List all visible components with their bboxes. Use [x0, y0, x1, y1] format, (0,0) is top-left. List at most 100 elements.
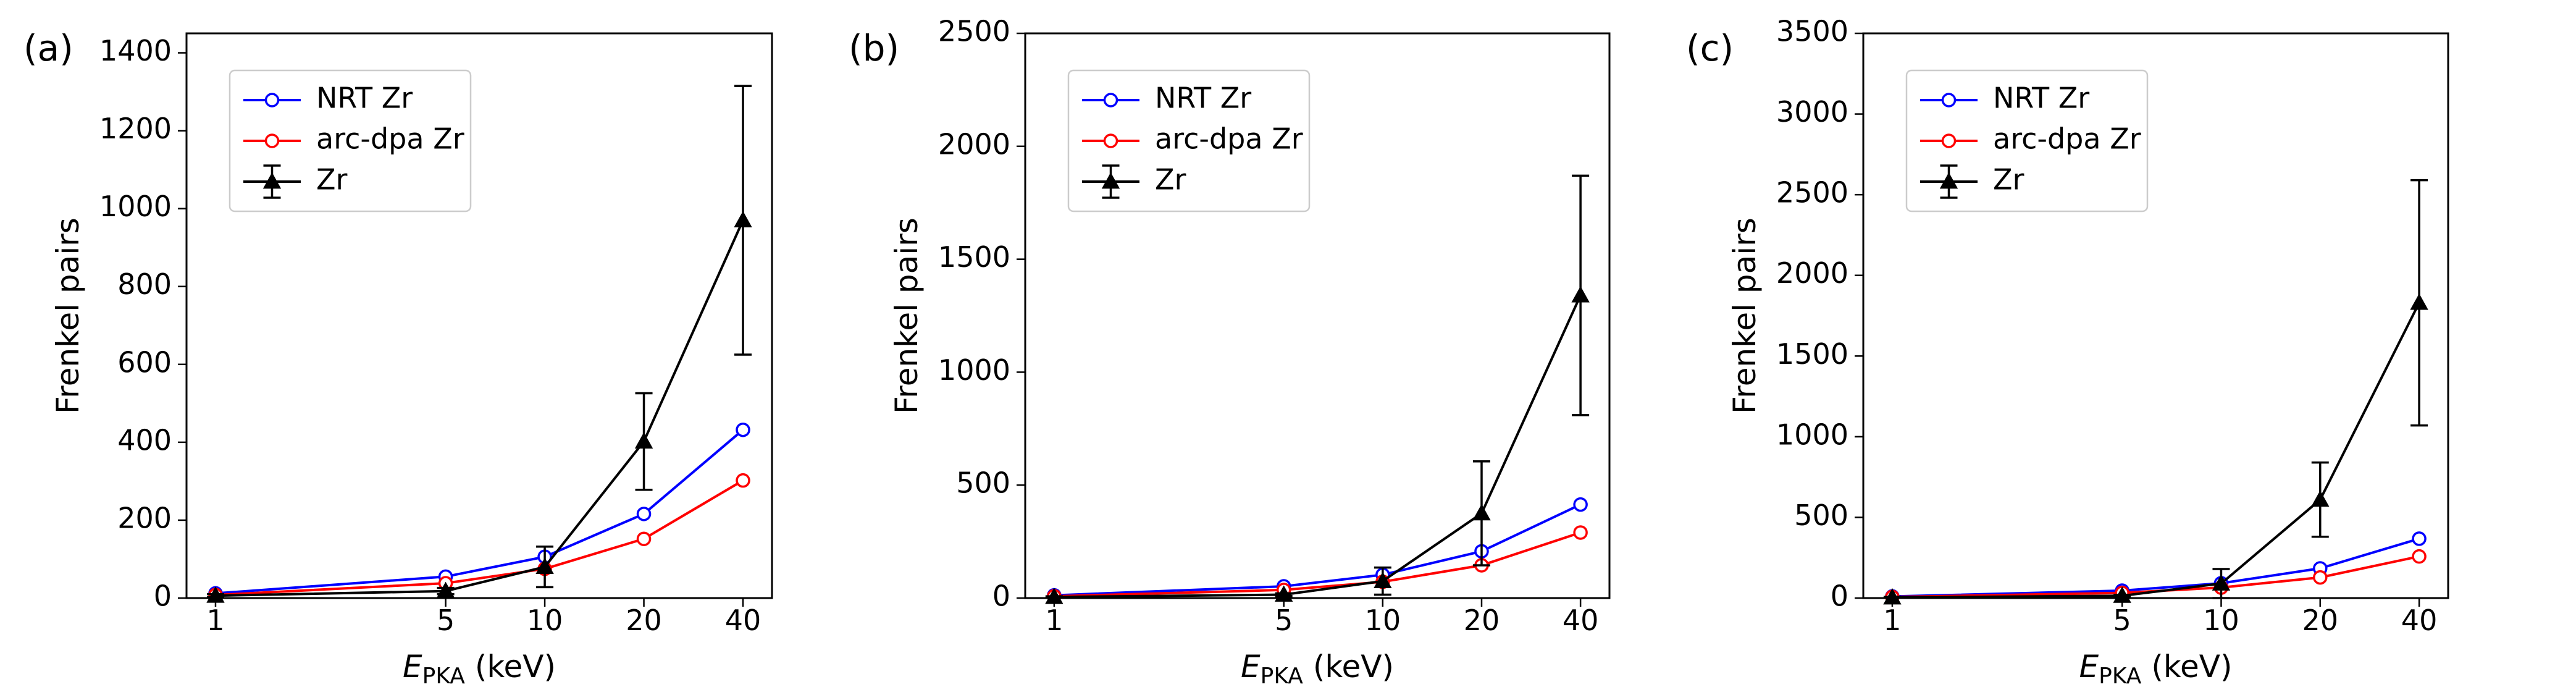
panel-label: (b) [849, 27, 899, 69]
legend-box [1905, 69, 2149, 213]
legend-box [1067, 69, 1311, 213]
data-point [1045, 588, 1064, 604]
data-point [2212, 574, 2231, 591]
data-point [736, 422, 750, 437]
legend-label: arc-dpa Zr [1155, 122, 1303, 156]
x-tick-label: 1 [1045, 604, 1063, 637]
series-arc-dpa-zr [1885, 549, 2427, 604]
panel-label: (c) [1686, 27, 1734, 69]
legend-label: NRT Zr [316, 82, 413, 115]
legend-marker [1939, 172, 1958, 189]
y-tick-label: 1000 [1776, 418, 1848, 451]
y-tick-label: 0 [154, 580, 172, 613]
x-tick-label: 5 [437, 604, 455, 637]
series-zr [1883, 179, 2428, 605]
y-axis-label: Frenkel pairs [889, 217, 925, 414]
y-axis-label: Frenkel pairs [50, 217, 86, 414]
legend-marker [1103, 93, 1118, 108]
panel-label: (a) [23, 27, 73, 69]
y-tick-label: 2000 [1776, 256, 1848, 290]
y-tick-label: 500 [1794, 499, 1848, 532]
legend: NRT Zr arc-dpa Zr Zr [1067, 69, 1311, 213]
x-axis-label: EPKA (keV) [1241, 649, 1394, 689]
series-zr [206, 85, 752, 603]
y-tick-label: 0 [992, 580, 1010, 613]
chart-panel-2: (b) 0 500 1000 1500 2000 2500 1 5 10 20 40 EPKA (keV… [849, 15, 1611, 689]
y-tick-label: 1500 [938, 240, 1010, 274]
legend: NRT Zr arc-dpa Zr Zr [1905, 69, 2149, 213]
y-tick-label: 2500 [1776, 176, 1848, 209]
series-line [1054, 503, 1581, 597]
x-tick-label: 5 [1275, 604, 1293, 637]
x-tick-label: 20 [2302, 604, 2338, 637]
legend-label: arc-dpa Zr [316, 122, 464, 156]
y-tick-label: 1400 [99, 34, 172, 67]
data-point [2412, 531, 2427, 546]
data-point [1374, 571, 1392, 588]
data-point [636, 531, 652, 546]
x-tick-label: 1 [1883, 604, 1901, 637]
x-tick-label: 40 [1563, 604, 1599, 637]
legend-label: Zr [316, 163, 348, 196]
legend-marker [1101, 172, 1120, 189]
data-point [636, 507, 652, 521]
legend-marker [264, 133, 280, 148]
data-point [2311, 490, 2330, 507]
x-axis-label: EPKA (keV) [2079, 649, 2233, 689]
legend-entry: Zr [1920, 163, 2024, 199]
legend-entry: Zr [1082, 163, 1186, 199]
chart-panel-1: (a) 0 200 400 600 800 1000 1200 1400 1 5 10 20 40 EPKA… [23, 27, 773, 689]
y-tick-label: 1000 [938, 353, 1010, 387]
data-point [634, 432, 653, 449]
legend-entry: NRT Zr [1082, 82, 1251, 115]
x-tick-label: 20 [626, 604, 662, 637]
series-zr [1045, 174, 1590, 604]
x-tick-label: 20 [1464, 604, 1500, 637]
data-point [736, 473, 750, 488]
x-tick-label: 40 [725, 604, 761, 637]
data-point [2410, 293, 2428, 310]
x-tick-label: 1 [206, 604, 224, 637]
legend-entry: NRT Zr [1920, 82, 2089, 115]
x-tick-label: 10 [1365, 604, 1401, 637]
plot-frame [185, 32, 773, 599]
data-point [1883, 588, 1902, 605]
legend-marker [1941, 93, 1957, 108]
data-point [2313, 570, 2328, 585]
legend-entry: Zr [243, 163, 348, 199]
data-point [1573, 497, 1588, 512]
series-line [215, 429, 744, 595]
chart-panel-3: (c) 0 500 1000 1500 2000 2500 3000 3500 1 5 10 20 40 E… [1686, 15, 2449, 689]
y-tick-label: 2500 [938, 15, 1010, 48]
x-tick-label: 10 [2203, 604, 2239, 637]
legend-label: Zr [1155, 163, 1186, 196]
y-tick-label: 2000 [938, 127, 1010, 161]
legend-label: arc-dpa Zr [1993, 122, 2141, 156]
data-point [1571, 286, 1590, 303]
y-tick-label: 1500 [1776, 337, 1848, 371]
series-line [1054, 295, 1582, 599]
legend-entry: NRT Zr [243, 82, 413, 115]
y-tick-label: 0 [1831, 580, 1848, 613]
data-point [2412, 549, 2427, 564]
legend-marker [1103, 133, 1118, 148]
legend-marker [264, 93, 280, 108]
y-tick-label: 800 [117, 268, 172, 301]
plot-frame [1024, 32, 1611, 599]
legend-marker [1941, 133, 1957, 148]
data-point [1573, 525, 1588, 540]
legend-box [229, 69, 472, 213]
series-line [215, 219, 744, 597]
x-tick-label: 5 [2113, 604, 2131, 637]
legend-entry: arc-dpa Zr [243, 122, 464, 156]
data-point [734, 211, 752, 227]
y-tick-label: 200 [117, 501, 172, 534]
y-tick-label: 1000 [99, 190, 172, 223]
x-tick-label: 10 [527, 604, 563, 637]
y-tick-label: 600 [117, 345, 172, 379]
y-tick-label: 1200 [99, 112, 172, 145]
plot-frame [1862, 32, 2449, 599]
x-axis-label: EPKA (keV) [403, 649, 556, 689]
x-tick-label: 40 [2401, 604, 2438, 637]
